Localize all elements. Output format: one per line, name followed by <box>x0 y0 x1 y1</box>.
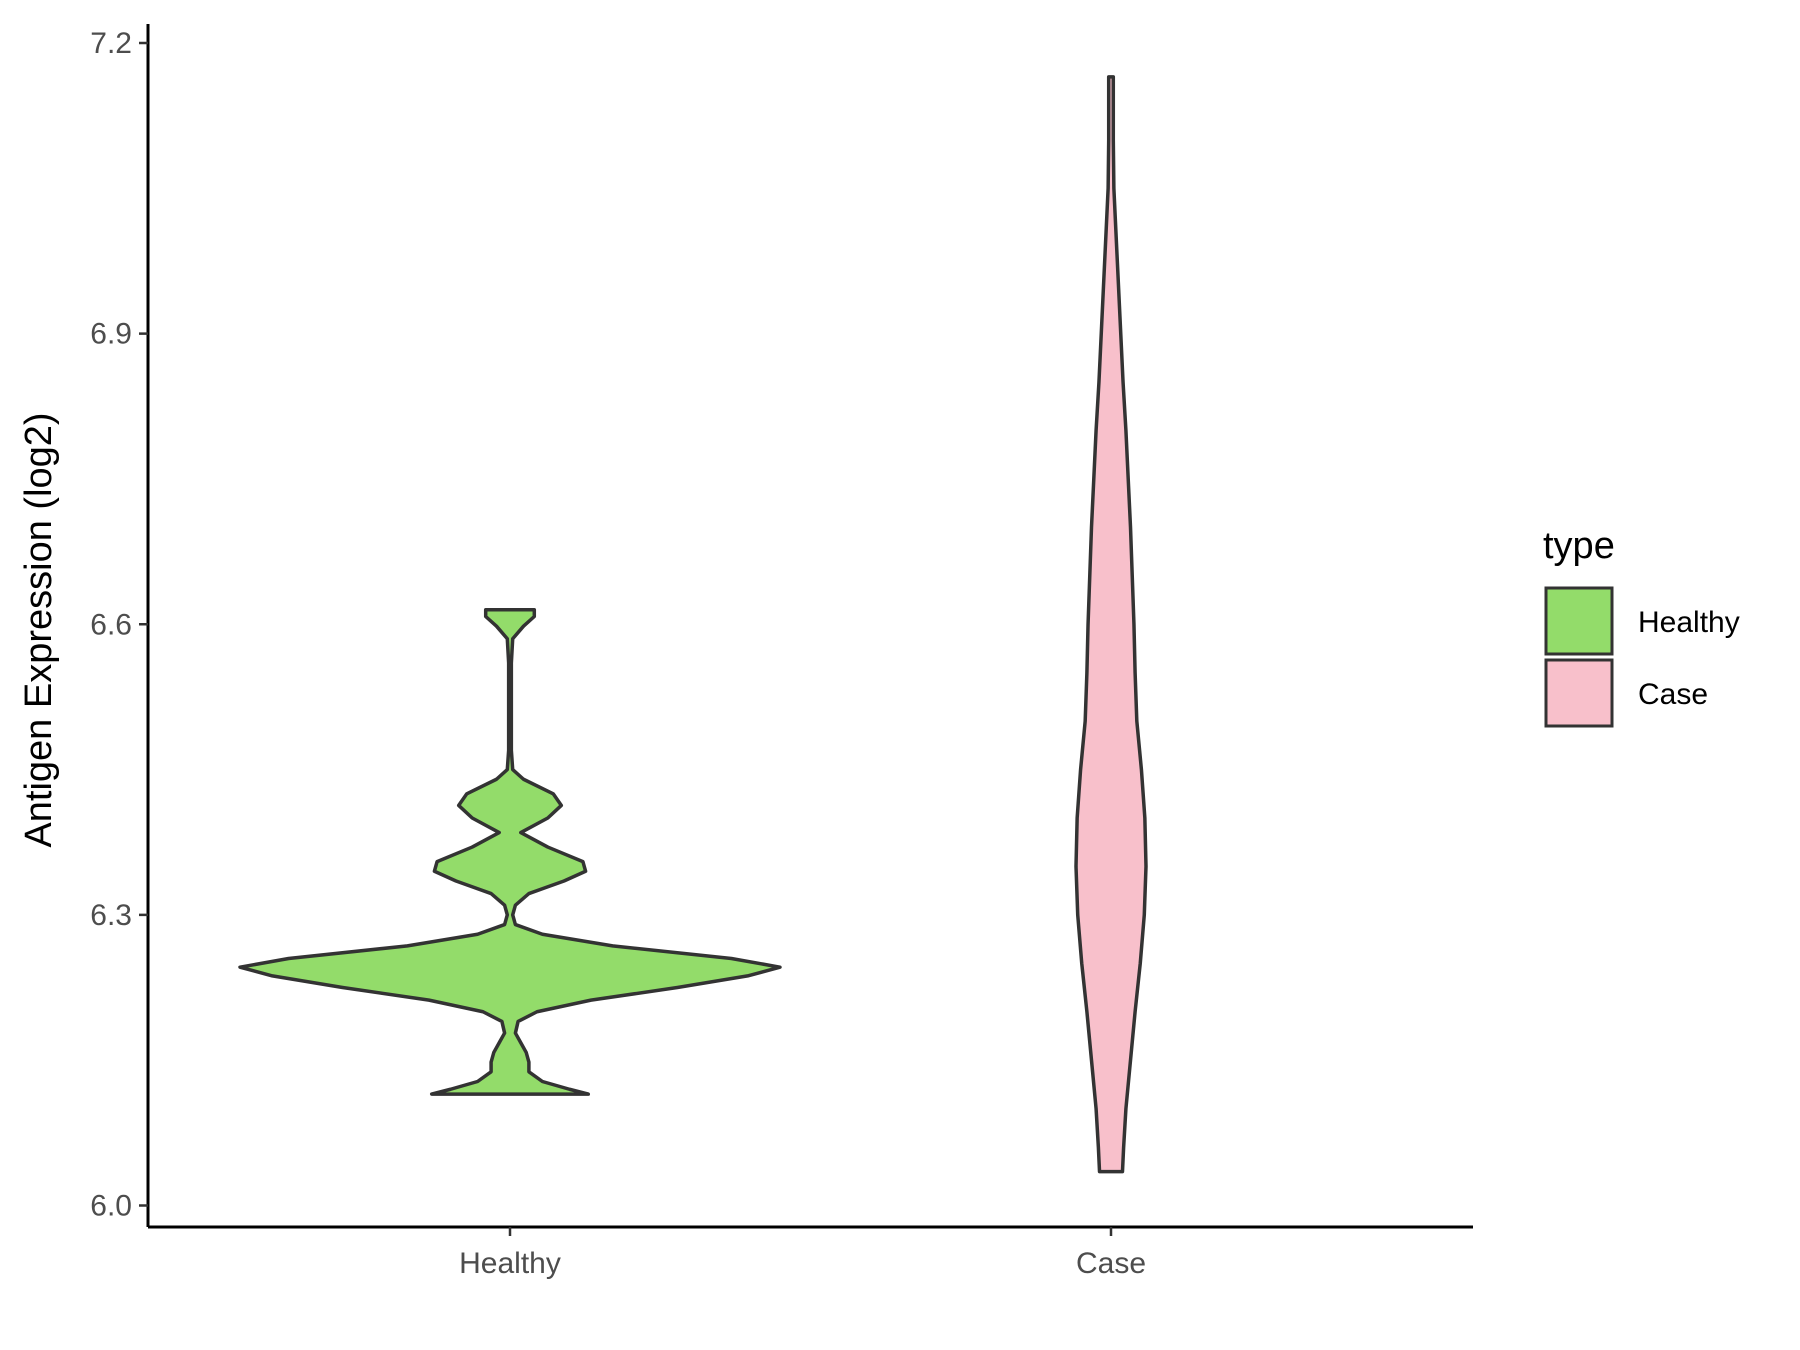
x-tick-label: Case <box>1076 1247 1146 1280</box>
y-axis-title: Antigen Expression (log2) <box>18 412 60 847</box>
legend-label-case: Case <box>1638 678 1708 711</box>
y-tick-label: 6.9 <box>90 318 132 351</box>
y-axis: 6.0 6.3 6.6 6.9 7.2 <box>90 24 150 1227</box>
legend-swatch-case <box>1544 658 1614 728</box>
violin-healthy <box>238 607 782 1096</box>
x-tick-label: Healthy <box>459 1247 561 1280</box>
violin-case <box>1074 75 1148 1174</box>
legend-swatch-healthy <box>1544 586 1614 656</box>
legend-label-healthy: Healthy <box>1638 606 1740 639</box>
y-tick-label: 6.6 <box>90 608 132 641</box>
y-tick-label: 6.3 <box>90 899 132 932</box>
legend: type Healthy Case <box>1543 525 1740 728</box>
plot-area <box>238 75 1148 1174</box>
legend-title: type <box>1543 525 1615 567</box>
y-tick-label: 6.0 <box>90 1190 132 1223</box>
y-tick-label: 7.2 <box>90 27 132 60</box>
x-axis: Healthy Case <box>148 1225 1473 1280</box>
